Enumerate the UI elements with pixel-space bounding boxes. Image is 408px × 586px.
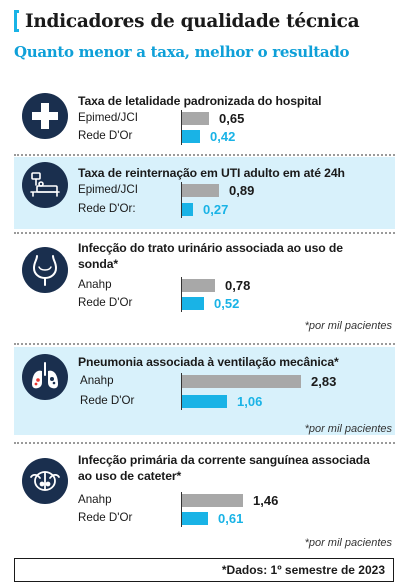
- indicator-5-title: Infecção primária da corrente sanguínea …: [78, 453, 370, 483]
- indicator-4-bar-2: [182, 395, 227, 408]
- indicator-1-row-1-label: Epimed/JCI: [78, 111, 138, 124]
- indicator-2-row-2-label: Rede D'Or:: [78, 202, 136, 215]
- indicator-1-axis: [181, 110, 182, 145]
- indicator-5-row-1-label: Anahp: [78, 493, 112, 506]
- indicator-3-value-1: 0,78: [225, 278, 251, 293]
- indicator-2-value-2: 0,27: [203, 202, 229, 217]
- indicator-4-value-1: 2,83: [311, 374, 337, 389]
- indicator-5-value-2: 0,61: [218, 511, 244, 526]
- indicator-1-bar-1: [182, 112, 209, 125]
- page-subtitle: Quanto menor a taxa, melhor o resultado: [14, 43, 350, 61]
- footer-box: *Dados: 1º semestre de 2023: [14, 558, 394, 582]
- indicator-2-value-1: 0,89: [229, 183, 255, 198]
- indicator-1-title: Taxa de letalidade padronizada do hospit…: [78, 94, 322, 108]
- indicator-5-bar-1: [182, 494, 243, 507]
- lungs-icon: [22, 354, 68, 400]
- indicator-3-row-2-label: Rede D'Or: [78, 296, 133, 309]
- indicator-5-axis: [181, 492, 182, 527]
- indicator-4-note: *por mil pacientes: [304, 423, 392, 435]
- indicator-1-value-2: 0,42: [210, 129, 236, 144]
- indicator-5-note: *por mil pacientes: [304, 537, 392, 549]
- catheter-icon: [22, 458, 68, 504]
- indicator-3-bar-2: [182, 297, 204, 310]
- indicator-1-bar-2: [182, 130, 200, 143]
- indicator-2-axis: [181, 182, 182, 218]
- bladder-icon: [22, 247, 68, 293]
- indicator-3-bar-1: [182, 279, 215, 292]
- indicator-2-bar-2: [182, 203, 193, 216]
- indicator-3-note: *por mil pacientes: [304, 320, 392, 332]
- hospital-cross-icon: [22, 93, 68, 139]
- indicator-5-bar-2: [182, 512, 208, 525]
- title-bracket-mark: [14, 10, 19, 32]
- icu-bed-icon: [22, 162, 68, 208]
- section-divider: [14, 343, 395, 345]
- indicator-1-value-1: 0,65: [219, 111, 245, 126]
- section-divider: [14, 232, 395, 234]
- indicator-3-row-1-label: Anahp: [78, 278, 112, 291]
- title-row: Indicadores de qualidade técnica: [14, 6, 404, 36]
- indicator-3-title: Infecção do trato urinário associada ao …: [78, 241, 343, 271]
- footer-note: *Dados: 1º semestre de 2023: [221, 563, 385, 577]
- indicator-4-bar-1: [182, 375, 301, 388]
- indicator-2-row-1-label: Epimed/JCI: [78, 183, 138, 196]
- indicator-4-value-2: 1,06: [237, 394, 263, 409]
- section-divider: [14, 442, 395, 444]
- indicator-5-value-1: 1,46: [253, 493, 279, 508]
- indicator-4-title: Pneumonia associada à ventilação mecânic…: [78, 355, 339, 369]
- indicator-4-axis: [181, 373, 182, 410]
- header: Indicadores de qualidade técnica Quanto …: [14, 6, 404, 61]
- indicator-4-highlight-panel: [14, 347, 395, 435]
- indicator-1-row-2-label: Rede D'Or: [78, 129, 133, 142]
- section-divider: [14, 154, 395, 156]
- indicator-4-row-2-label: Rede D'Or: [80, 394, 135, 407]
- indicator-2-title: Taxa de reinternação em UTI adulto em at…: [78, 166, 345, 180]
- indicator-4-row-1-label: Anahp: [80, 374, 114, 387]
- indicator-3-value-2: 0,52: [214, 296, 240, 311]
- page-title: Indicadores de qualidade técnica: [25, 10, 360, 32]
- indicator-2-bar-1: [182, 184, 219, 197]
- indicator-5-row-2-label: Rede D'Or: [78, 511, 133, 524]
- indicator-3-axis: [181, 277, 182, 312]
